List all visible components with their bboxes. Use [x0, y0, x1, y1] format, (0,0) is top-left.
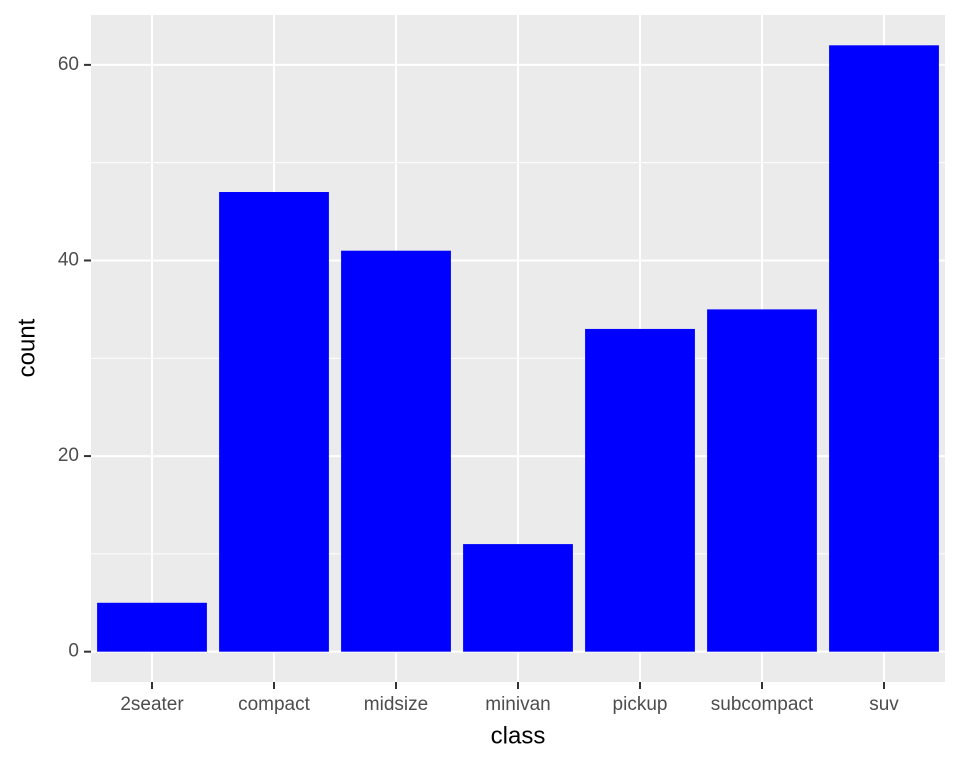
bar	[341, 250, 451, 652]
bar	[707, 309, 817, 652]
y-tick-label: 20	[58, 445, 79, 466]
y-tick-label: 0	[68, 641, 79, 662]
bar	[829, 45, 939, 652]
x-tick-label: compact	[238, 694, 311, 715]
y-tick-label: 60	[58, 54, 79, 75]
x-tick-label: subcompact	[711, 694, 814, 715]
x-axis-title: class	[491, 722, 546, 749]
x-tick-label: pickup	[613, 694, 668, 715]
x-tick-label: suv	[869, 694, 899, 715]
y-axis-title: count	[13, 318, 40, 377]
x-tick-label: minivan	[485, 694, 550, 715]
bar	[585, 328, 695, 652]
x-tick-label: 2seater	[120, 694, 184, 715]
bar	[219, 192, 329, 652]
bar	[463, 544, 573, 652]
x-tick-label: midsize	[364, 694, 428, 715]
bar	[97, 602, 207, 652]
y-tick-label: 40	[58, 249, 79, 270]
